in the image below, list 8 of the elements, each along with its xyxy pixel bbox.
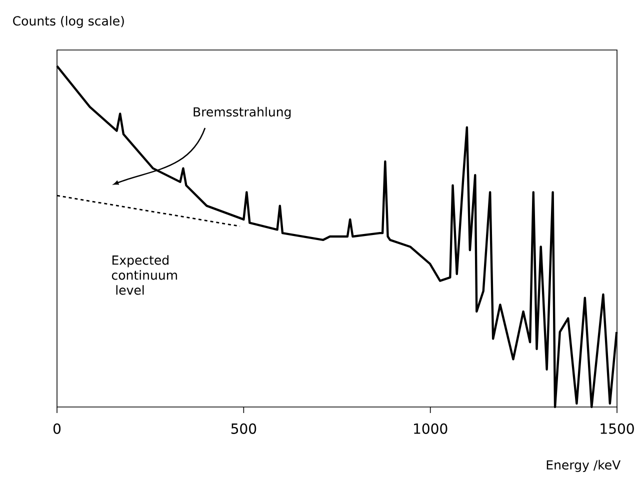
- x-tick-label: 500: [231, 423, 256, 434]
- x-axis-title: Energy /keV: [546, 460, 621, 472]
- x-tick-label: 1000: [414, 423, 448, 434]
- x-tick-label: 1500: [600, 423, 634, 434]
- annotation: Expected continuum level: [112, 255, 177, 295]
- x-tick-label: 0: [53, 423, 61, 434]
- text: Counts (log scale): [13, 16, 124, 28]
- annotation: Bremsstrahlung: [194, 106, 291, 120]
